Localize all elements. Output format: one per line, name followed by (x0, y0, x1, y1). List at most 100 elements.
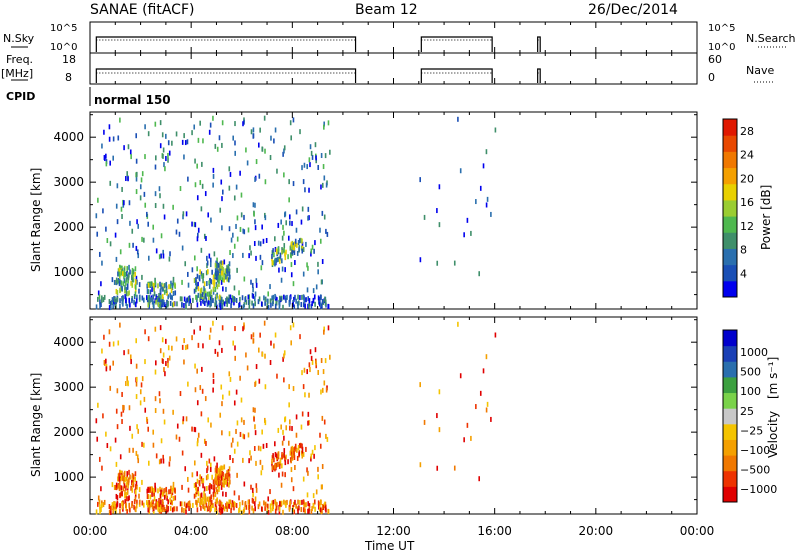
velocity-point (240, 417, 243, 423)
power-point (227, 277, 230, 283)
velocity-point (228, 371, 231, 377)
power-point (292, 245, 294, 251)
velocity-point (299, 442, 302, 448)
power-point (232, 232, 234, 238)
velocity-point (290, 446, 293, 452)
power-point (299, 237, 302, 243)
velocity-point (124, 476, 127, 482)
power-point (320, 184, 322, 190)
power-point (210, 294, 213, 300)
power-point (127, 144, 130, 150)
power-point (282, 304, 284, 310)
power-point (287, 235, 290, 241)
velocity-point (300, 507, 303, 513)
velocity-point (252, 338, 255, 344)
x-tick-label: 00:00 (680, 524, 715, 538)
velocity-point (196, 478, 199, 484)
velocity-point (179, 391, 182, 397)
power-point (436, 208, 438, 214)
power-point (292, 117, 295, 123)
velocity-point (152, 499, 154, 505)
velocity-point (154, 326, 157, 332)
power-point (280, 295, 283, 301)
velocity-point (320, 358, 323, 364)
velocity-point (110, 509, 112, 515)
power-point (136, 279, 138, 285)
power-point (126, 274, 129, 280)
power-point (216, 294, 218, 300)
power-point (263, 295, 265, 301)
power-point (302, 179, 305, 185)
velocity-point (133, 504, 135, 510)
power-point (96, 231, 99, 237)
power-point (218, 135, 221, 141)
power-point (168, 256, 171, 262)
power-point (236, 236, 239, 242)
power-point (253, 241, 256, 247)
velocity-point (185, 509, 187, 515)
power-point (252, 303, 255, 309)
velocity-point (232, 502, 234, 508)
velocity-point (102, 413, 104, 419)
velocity-point (161, 337, 164, 343)
power-point (126, 171, 129, 177)
velocity-point (162, 458, 165, 464)
power-point (103, 129, 105, 135)
velocity-point (209, 327, 212, 333)
velocity-point (274, 451, 277, 457)
velocity-point (206, 465, 209, 471)
power-point (131, 277, 134, 283)
power-point (154, 298, 156, 304)
velocity-point (158, 391, 161, 397)
velocity-point (229, 499, 232, 505)
velocity-point (209, 462, 212, 468)
x-tick-label: 16:00 (477, 524, 512, 538)
velocity-point (242, 433, 244, 439)
power-point (254, 176, 256, 182)
velocity-point (183, 507, 185, 513)
velocity-point (155, 453, 158, 459)
velocity-point (239, 431, 242, 437)
power-point (128, 264, 130, 270)
power-point (132, 242, 134, 248)
power-point (290, 241, 293, 247)
power-point (283, 247, 285, 253)
velocity-point (327, 325, 330, 331)
velocity-point (252, 332, 255, 338)
power-point (294, 260, 296, 266)
power-point (301, 245, 304, 251)
power-point (318, 299, 320, 305)
velocity-point (214, 348, 217, 354)
velocity-point (257, 347, 260, 353)
velocity-point (285, 425, 288, 431)
velocity-point (283, 448, 286, 454)
velocity-point (264, 353, 266, 359)
velocity-point (210, 422, 212, 428)
velocity-point (139, 400, 142, 406)
power-point (187, 296, 190, 302)
power-point (124, 288, 126, 294)
power-point (236, 215, 239, 221)
velocity-point (257, 445, 260, 451)
velocity-point (178, 436, 181, 442)
power-point (236, 267, 238, 273)
power-point (283, 172, 285, 178)
power-point (200, 287, 203, 293)
power-point (312, 297, 315, 303)
velocity-point (313, 499, 316, 505)
velocity-point (108, 510, 111, 516)
velocity-point (274, 498, 276, 504)
power-point (203, 300, 206, 306)
velocity-point (307, 420, 309, 426)
velocity-point (288, 384, 290, 390)
power-point (202, 299, 205, 305)
velocity-point (302, 499, 305, 505)
velocity-point (270, 340, 272, 346)
power-point (288, 214, 291, 220)
velocity-point (139, 389, 142, 395)
velocity-point (132, 447, 134, 453)
power-point (252, 202, 255, 208)
velocity-point (185, 505, 187, 511)
velocity-point (96, 436, 99, 442)
velocity-point (159, 486, 161, 492)
